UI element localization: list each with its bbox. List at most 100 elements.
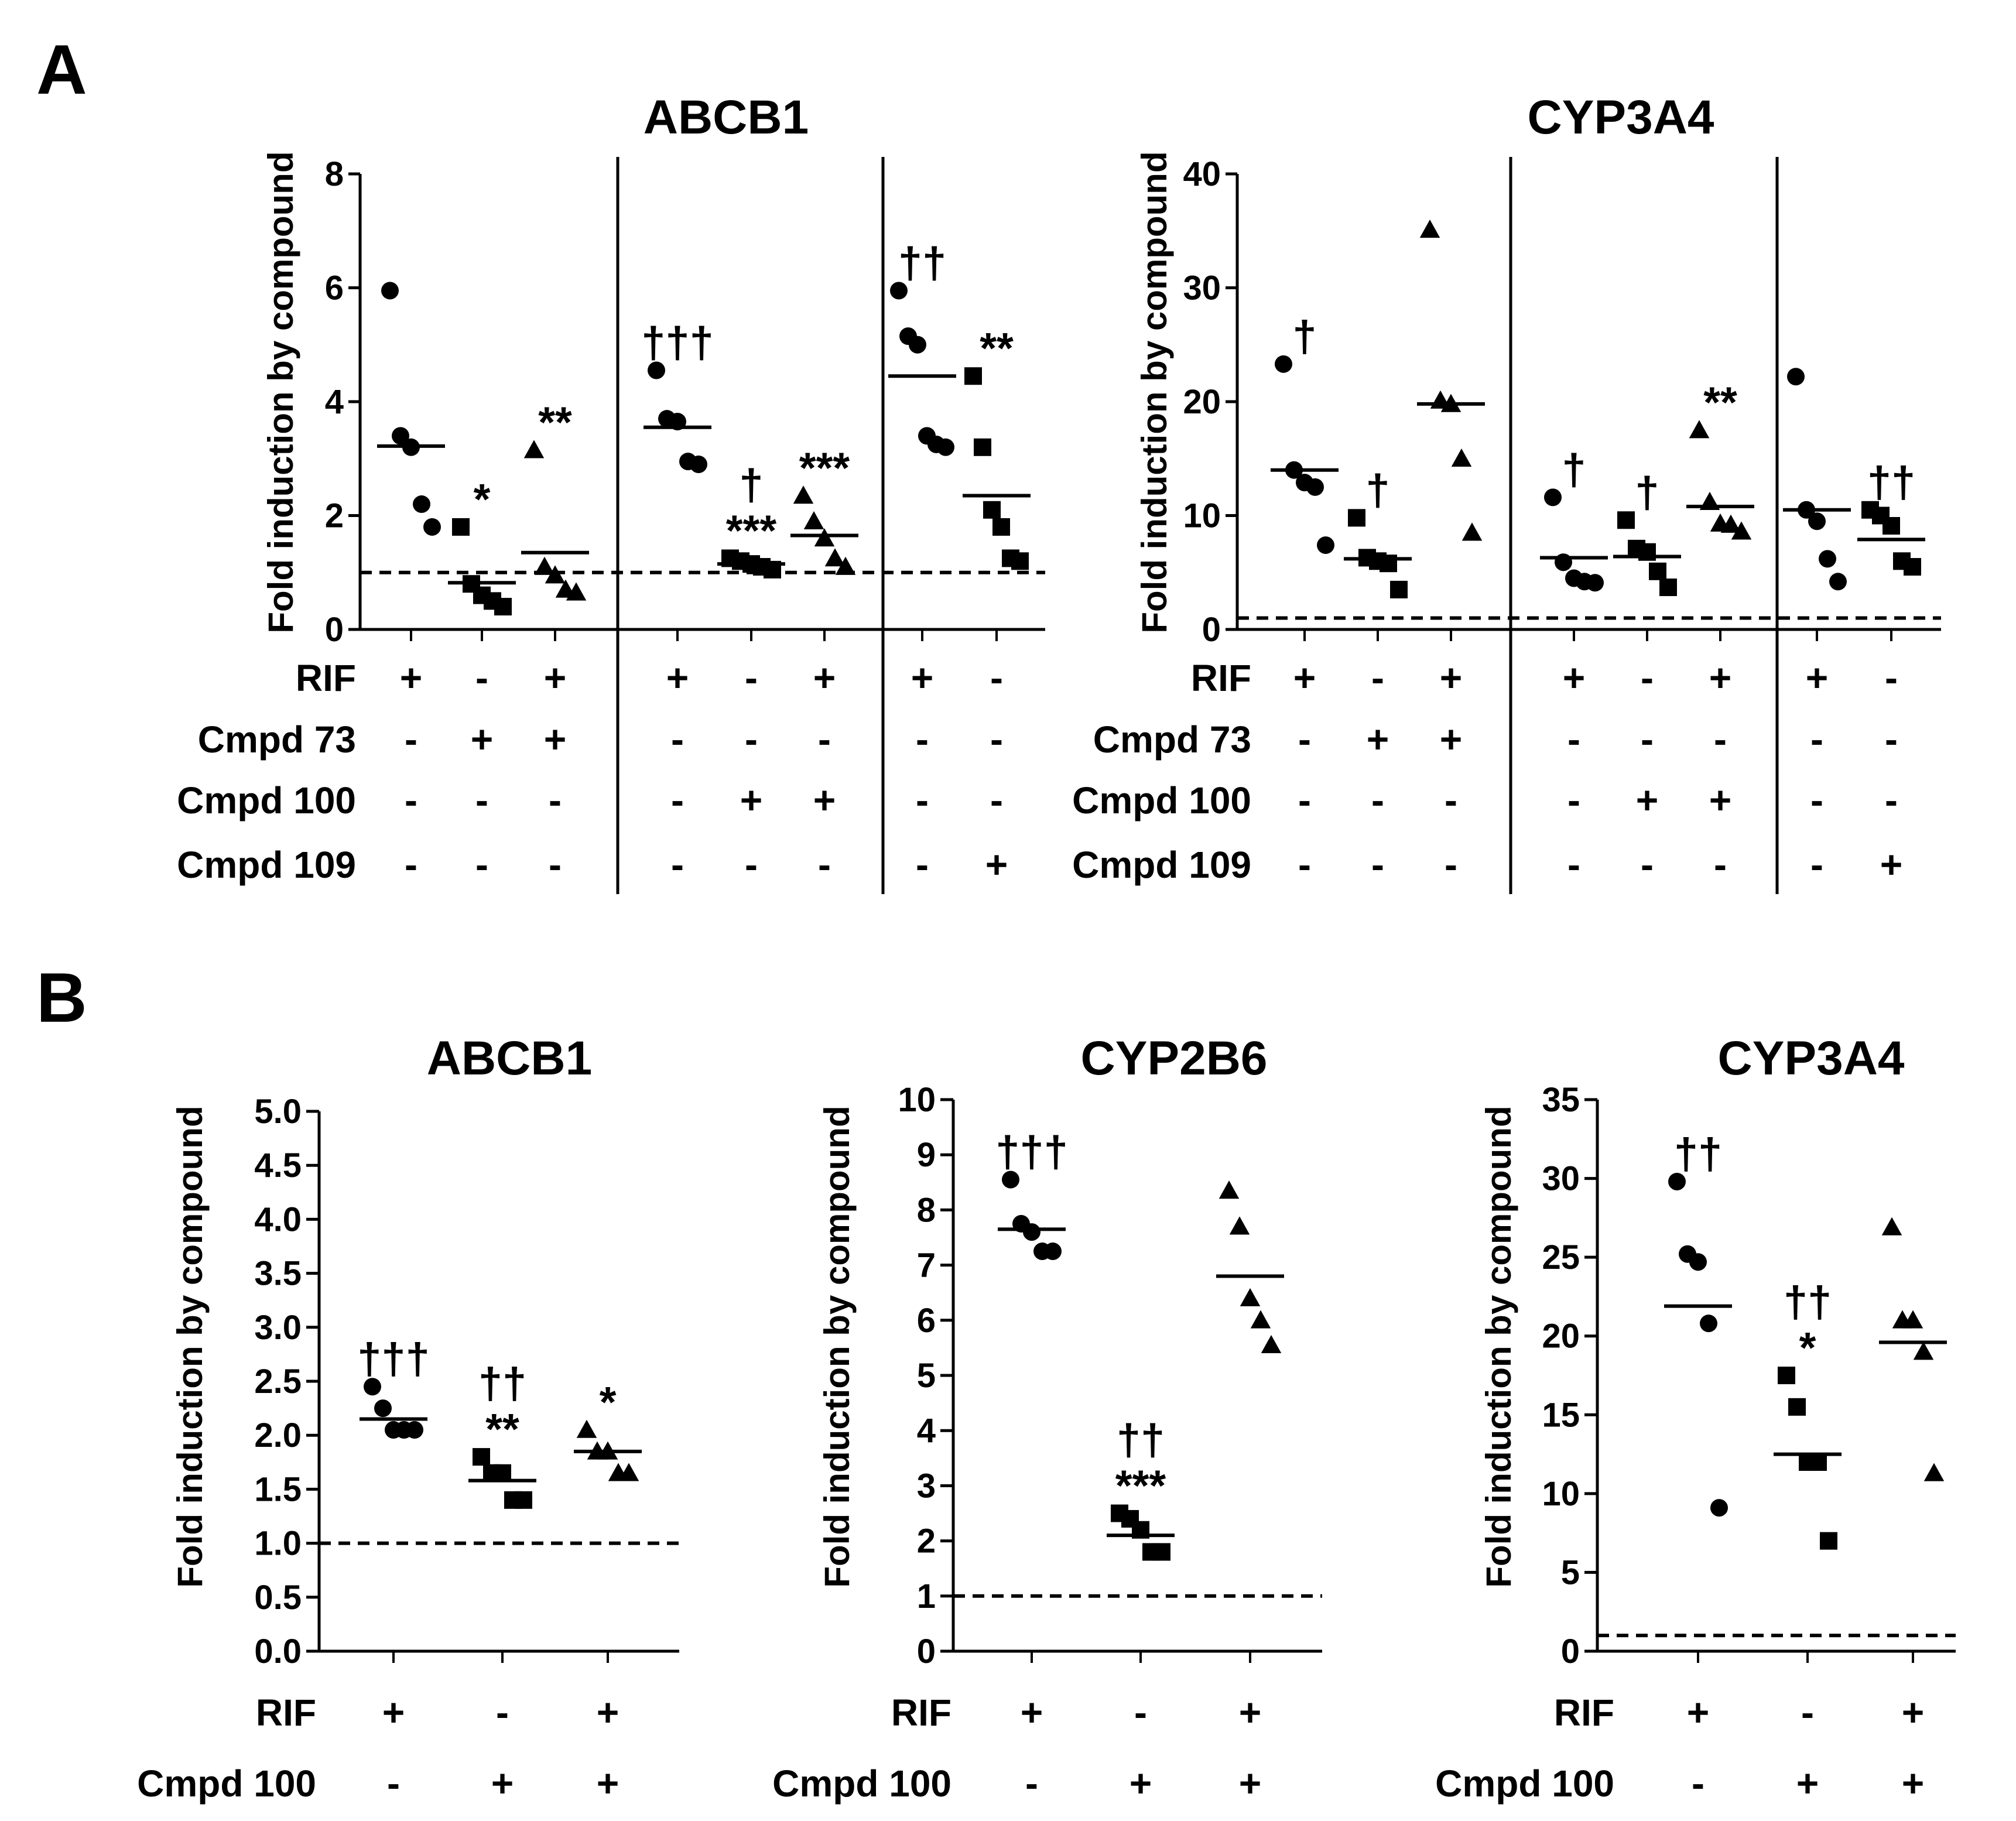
data-point-square [992,518,1010,536]
treatment-sign: + [1563,656,1586,699]
treatment-sign: + [1902,1761,1925,1805]
treatment-row-label: Cmpd 100 [772,1762,951,1805]
data-point-triangle [803,511,824,530]
treatment-sign: + [597,1690,619,1734]
y-tick-label: 0.0 [254,1632,302,1671]
data-point-square [1153,1543,1170,1561]
chart-a-cyp3a4: CYP3A4 Fold induction by compound 0 10 20 3… [1072,91,1941,894]
treatment-row-label: Cmpd 109 [1072,844,1251,886]
treatment-row-label: RIF [1554,1692,1614,1734]
data-point-circle [374,1399,392,1418]
treatment-row-label: RIF [1191,657,1251,699]
y-tick-label: 2.0 [254,1416,302,1454]
y-tick-label: 5 [917,1357,936,1395]
treatment-sign: - [745,717,758,761]
data-point-square [1659,579,1677,597]
data-point-square [515,1491,532,1509]
data-point-circle [1544,488,1562,506]
y-axis-label: Fold induction by compound [817,1105,857,1587]
y-tick-label: 9 [917,1136,936,1174]
data-point-triangle [1219,1180,1240,1199]
treatment-sign: - [916,778,929,821]
y-tick-label: 40 [1183,155,1221,193]
chart-b-cyp3a4: CYP3A4 Fold induction by compound 0 5 10 15… [1435,1032,1956,1805]
y-tick-label: 35 [1542,1081,1580,1119]
chart-title: ABCB1 [644,91,809,144]
significance-annotation: †† [1784,1278,1832,1326]
data-point-triangle [1250,1310,1271,1329]
data-point-circle [1002,1170,1019,1189]
data-point-square [964,367,982,385]
treatment-sign: - [990,778,1003,821]
data-point-circle [364,1378,381,1396]
data-point-triangle [566,582,587,601]
treatment-sign: - [1885,717,1898,761]
data-point-triangle [1240,1288,1261,1306]
significance-annotation: *** [726,506,777,554]
treatment-sign: - [916,843,929,886]
y-tick-label: 10 [1183,497,1221,535]
data-point-square [473,1448,490,1466]
data-point-triangle [618,1463,639,1481]
data-point-triangle [1720,514,1741,533]
data-point-square [452,518,470,536]
treatment-sign: - [1371,778,1384,821]
treatment-sign: - [745,843,758,886]
treatment-sign: - [671,843,684,886]
data-point-circle [1023,1223,1040,1241]
treatment-row-label: Cmpd 73 [198,718,356,761]
treatment-sign: + [1636,778,1659,821]
significance-annotation: * [1799,1323,1816,1372]
y-tick-label: 2 [325,497,344,535]
data-point-circle [1829,573,1847,591]
significance-annotation: ** [485,1405,519,1453]
data-point-triangle [835,556,856,575]
treatment-sign: - [1298,778,1311,821]
data-point-square [1390,580,1408,598]
y-tick-label: 7 [917,1247,936,1285]
y-axis-label: Fold induction by compound [261,151,300,633]
treatment-sign: + [1239,1690,1262,1734]
data-point-circle [406,1420,423,1439]
data-point-circle [648,361,665,379]
treatment-sign: - [671,778,684,821]
y-tick-label: 6 [325,269,344,307]
data-point-triangle [1923,1463,1945,1481]
y-tick-label: 2.5 [254,1363,302,1401]
treatment-row-label: Cmpd 109 [177,844,356,886]
treatment-sign: - [387,1761,400,1805]
chart-b-cyp2b6: CYP2B6 Fold induction by compound 0 1 2 3 4 5… [772,1032,1322,1805]
treatment-sign: - [405,843,417,886]
y-axis-label: Fold induction by compound [170,1105,210,1587]
treatment-sign: + [1129,1761,1152,1805]
data-point-triangle [1461,522,1483,541]
treatment-sign: - [549,778,562,821]
treatment-sign: - [1714,717,1727,761]
treatment-sign: + [740,778,763,821]
data-point-triangle [824,548,846,567]
y-tick-label: 4.0 [254,1200,302,1238]
data-point-circle [1317,536,1334,554]
treatment-sign: + [597,1761,619,1805]
treatment-sign: - [990,656,1003,699]
treatment-sign: - [1567,717,1580,761]
y-tick-label: 0 [325,611,344,649]
treatment-sign: + [1902,1690,1925,1734]
y-tick-label: 30 [1183,269,1221,307]
data-point-triangle [523,440,545,458]
data-point-triangle [1261,1334,1282,1353]
y-tick-label: 1 [917,1577,936,1615]
y-tick-label: 8 [325,155,344,193]
data-point-triangle [1913,1341,1934,1360]
treatment-sign: - [496,1690,509,1734]
data-point-circle [1808,512,1826,530]
data-point-circle [413,495,430,514]
treatment-sign: - [1298,717,1311,761]
data-point-triangle [1881,1217,1902,1235]
treatment-sign: - [745,656,758,699]
y-tick-label: 25 [1542,1238,1580,1276]
data-point-triangle [534,556,555,575]
y-tick-label: 5 [1561,1553,1580,1591]
y-tick-label: 30 [1542,1160,1580,1198]
